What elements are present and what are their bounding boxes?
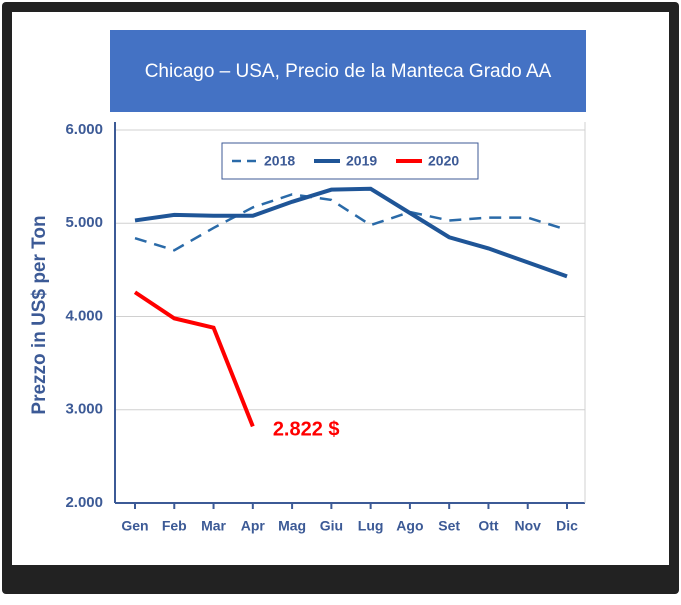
series-line [134,193,568,252]
legend-label: 2019 [346,153,377,169]
x-tick-label: Dic [556,518,578,534]
y-tick-label: 3.000 [65,401,103,418]
x-tick-label: Ott [478,518,499,534]
data-label: 2.822 $ [273,419,340,441]
x-tick-label: Lug [358,518,384,534]
y-tick-label: 4.000 [65,307,103,324]
x-tick-label: Ago [396,518,423,534]
x-tick-label: Mar [201,518,226,534]
legend-box [221,142,479,180]
y-axis-label: Prezzo in US$ per Ton [29,215,50,414]
y-tick-label: 5.000 [65,214,103,231]
legend-label: 2020 [428,153,459,169]
x-tick-label: Mag [278,518,306,534]
y-tick-label: 6.000 [65,121,103,138]
chart-title: Chicago – USA, Precio de la Manteca Grad… [145,61,552,82]
series-line [133,290,255,428]
title-box [110,30,586,112]
series-line [134,186,568,279]
x-tick-label: Feb [162,518,187,534]
y-tick-label: 2.000 [65,494,103,511]
x-tick-label: Giu [320,518,343,534]
x-tick-label: Set [438,518,460,534]
legend-label: 2018 [264,153,295,169]
x-tick-label: Apr [241,518,266,534]
x-tick-label: Nov [515,518,542,534]
x-tick-label: Gen [121,518,148,534]
